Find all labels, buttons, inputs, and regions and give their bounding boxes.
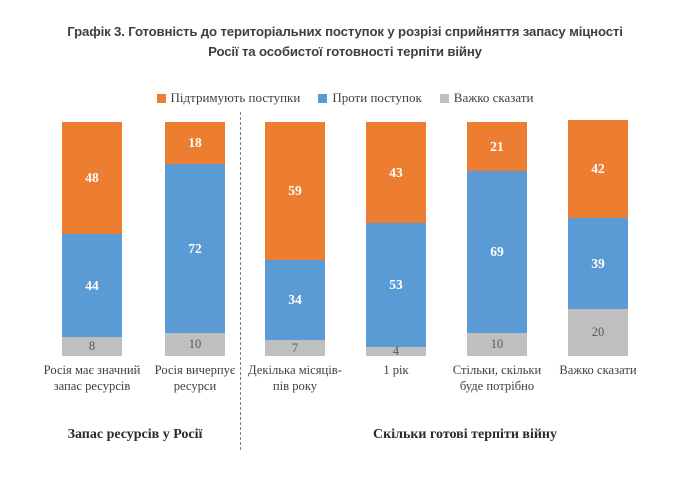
bar-value-label: 43	[389, 164, 403, 180]
category-label: Стільки, скільки буде потрібно	[452, 363, 542, 393]
bar-value-label: 59	[288, 183, 302, 199]
segment-hard-to-say[interactable]: 8	[62, 337, 122, 356]
bar-value-label: 39	[591, 255, 605, 271]
segment-against[interactable]: 69	[467, 171, 527, 333]
segment-hard-to-say[interactable]: 4	[366, 344, 426, 359]
legend-item-hard-to-say[interactable]: Важко сказати	[439, 90, 534, 106]
legend-label-against: Проти поступок	[332, 90, 422, 105]
group-label-endurance: Скільки готові терпіти війну	[373, 427, 557, 442]
segment-support[interactable]: 42	[568, 119, 628, 218]
bar-column[interactable]: 42 39 20	[568, 119, 628, 356]
square-swatch-icon	[318, 93, 328, 103]
category-label: Росія має значний запас ресурсів	[43, 363, 141, 393]
legend-label-hard-to-say: Важко сказати	[453, 90, 534, 105]
segment-support[interactable]: 21	[467, 122, 527, 172]
bar-value-label: 10	[490, 337, 504, 352]
legend-item-against[interactable]: Проти поступок	[318, 90, 422, 106]
bar-value-label: 69	[490, 244, 504, 260]
segment-against[interactable]: 34	[265, 260, 325, 340]
group-divider-line	[240, 112, 241, 450]
category-label: Важко сказати	[559, 363, 637, 377]
segment-support[interactable]: 59	[265, 122, 325, 261]
legend-label-support: Підтримують поступки	[170, 90, 301, 105]
segment-hard-to-say[interactable]: 7	[265, 339, 325, 356]
square-swatch-icon	[156, 93, 166, 103]
bar-value-label: 10	[188, 337, 202, 352]
segment-support[interactable]: 48	[62, 122, 122, 235]
bar-value-label: 8	[88, 339, 96, 354]
chart-title: Графік 3. Готовність до територіальних п…	[45, 22, 645, 62]
bar-value-label: 34	[288, 292, 302, 308]
segment-hard-to-say[interactable]: 10	[467, 332, 527, 356]
bar-value-label: 4	[392, 344, 400, 359]
bar-value-label: 42	[591, 161, 605, 177]
segment-against[interactable]: 39	[568, 217, 628, 310]
segment-support[interactable]: 43	[366, 122, 426, 223]
bar-column[interactable]: 18 72 10	[165, 122, 225, 356]
bar-value-label: 44	[85, 278, 99, 294]
group-label-resources: Запас ресурсів у Росії	[67, 427, 203, 442]
bar-column[interactable]: 43 53 4	[366, 122, 426, 359]
chart-legend: Підтримують поступки Проти поступок Важк…	[0, 90, 690, 106]
bar-value-label: 48	[85, 170, 99, 186]
bar-value-label: 21	[490, 138, 504, 154]
bar-column[interactable]: 59 34 7	[265, 122, 325, 356]
segment-against[interactable]: 72	[165, 164, 225, 333]
square-swatch-icon	[439, 93, 449, 103]
segment-hard-to-say[interactable]: 20	[568, 309, 628, 356]
bar-value-label: 53	[389, 276, 403, 292]
chart-title-line-2: Росії та особистої готовності терпіти ві…	[208, 44, 482, 59]
legend-item-support[interactable]: Підтримують поступки	[156, 90, 301, 106]
bar-value-label: 72	[188, 240, 202, 256]
bar-value-label: 18	[188, 135, 202, 151]
bar-value-label: 20	[591, 325, 605, 340]
chart-title-line-1: Графік 3. Готовність до територіальних п…	[67, 24, 623, 39]
segment-support[interactable]: 18	[165, 122, 225, 165]
segment-hard-to-say[interactable]: 10	[165, 332, 225, 356]
category-label: Декілька місяців-пів року	[248, 363, 342, 393]
category-label: Росія вичерпує ресурси	[154, 363, 236, 393]
category-label: 1 рік	[383, 363, 409, 377]
bar-column[interactable]: 48 44 8	[62, 122, 122, 356]
segment-against[interactable]: 44	[62, 234, 122, 338]
segment-against[interactable]: 53	[366, 222, 426, 347]
bar-value-label: 7	[291, 340, 299, 355]
bar-column[interactable]: 21 69 10	[467, 122, 527, 356]
